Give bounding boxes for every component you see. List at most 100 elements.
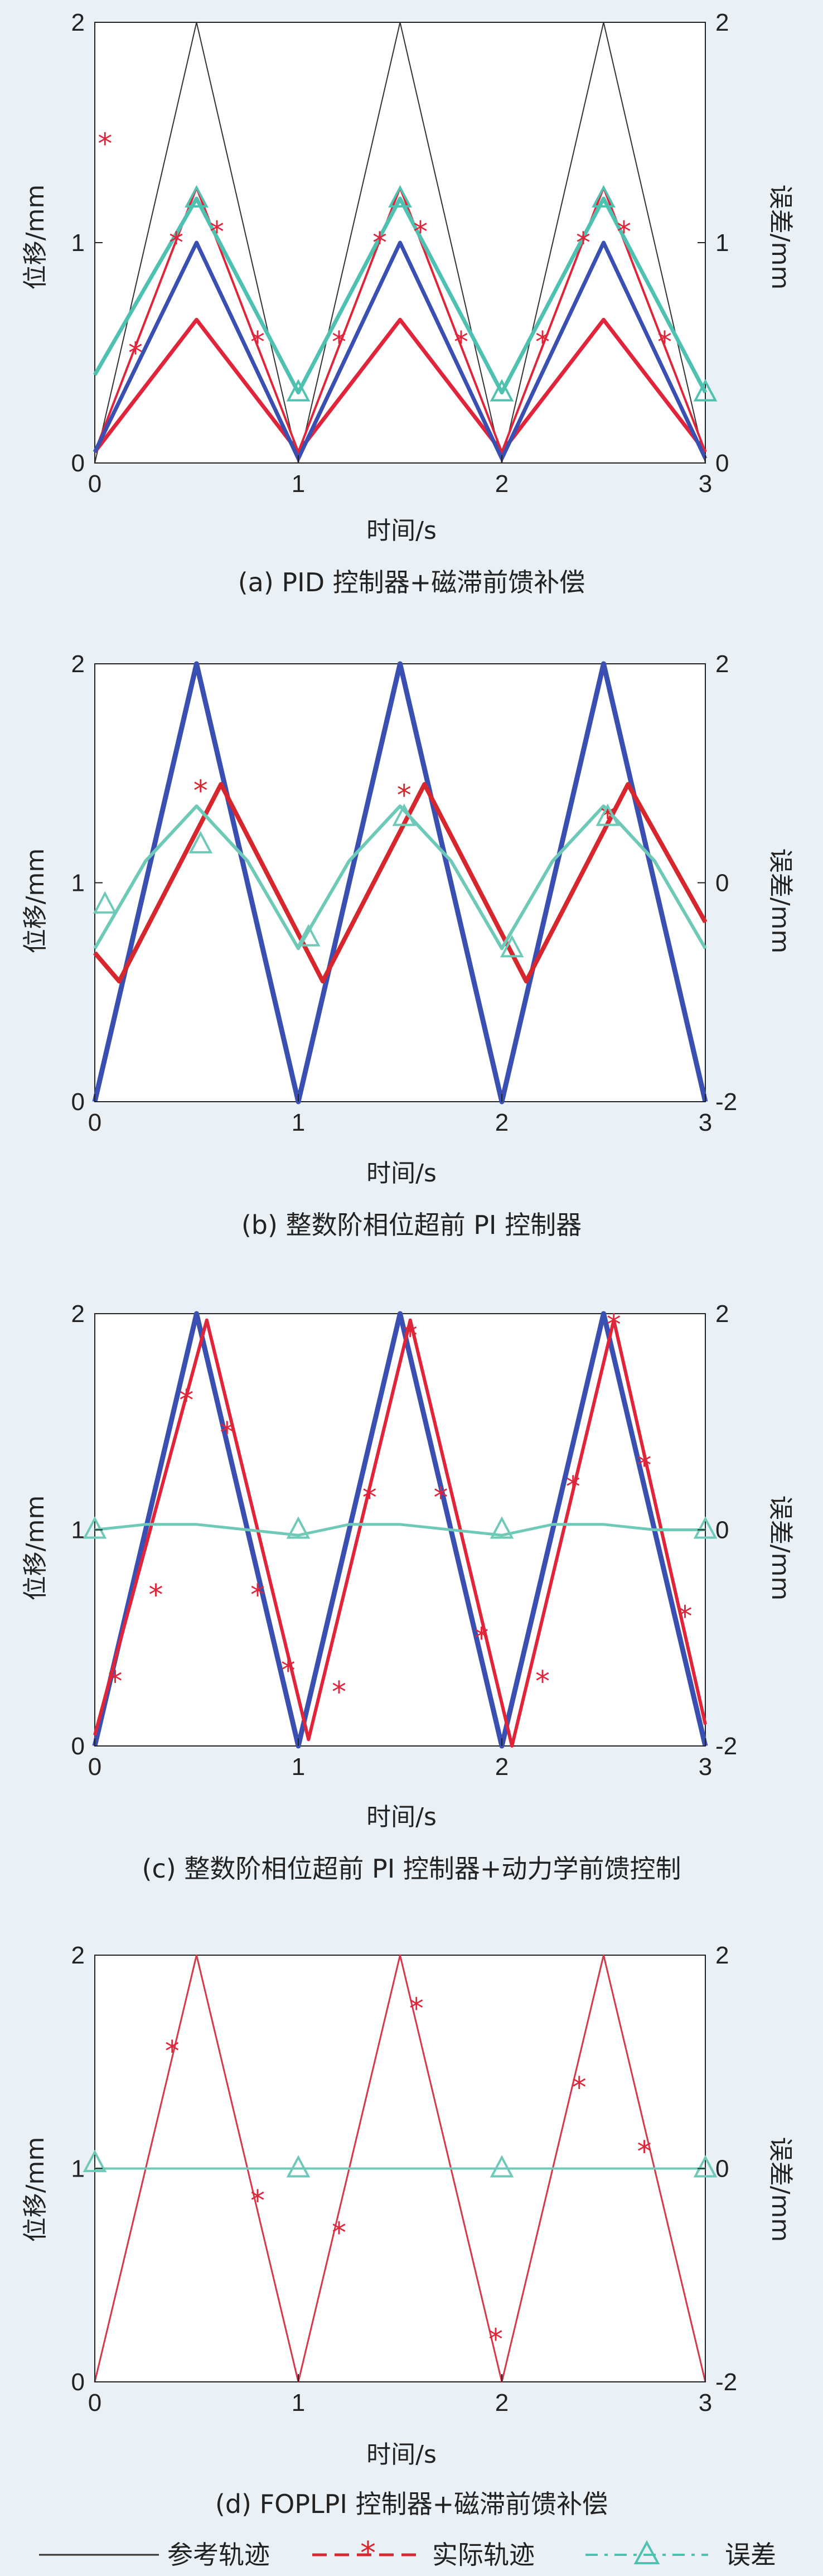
panel-a-marker-triangle [693,379,718,402]
xlabel-c: 时间/s [366,1803,437,1831]
y2label-d: 误差/mm [766,2137,795,2242]
y2label-c: 误差/mm [766,1496,795,1601]
panel-c-xtick-label: 1 [292,1753,305,1781]
ylabel-a: 位移/mm [21,185,50,290]
y2label-b: 误差/mm [766,848,795,954]
legend-item-ref: 参考轨迹 [39,2540,270,2570]
panel-a-xtick-label: 1 [292,470,305,498]
panel-b-marker-star: * [193,775,208,808]
panel-d-xtick-label: 3 [699,2389,712,2416]
panel-c-marker-star: * [362,1481,377,1514]
panel-c-marker-star: * [332,1676,346,1709]
panel-a-marker-star: * [98,127,112,161]
panel-a-xtick-label: 0 [88,470,101,498]
panel-a-marker-triangle [592,185,616,208]
panel-d-xtick-label: 2 [495,2389,509,2416]
panel-d: 时间/s 位移/mm 误差/mm (d) FOPLPI 控制器+磁滞前馈补偿 *… [21,1942,795,2519]
panel-a-xtick-label: 2 [495,470,509,498]
panel-a-xtick-label: 3 [699,470,712,498]
panel-b-marker-triangle [500,934,524,958]
panel-d-y2tick-label: 2 [715,1942,729,1969]
caption-d: (d) FOPLPI 控制器+磁滞前馈补偿 [215,2489,608,2519]
panel-b-y2tick-label: -2 [715,1088,737,1116]
xlabel-d: 时间/s [366,2440,437,2469]
panel-d-ytick-label: 1 [71,2155,85,2183]
panel-a-marker-star: * [576,226,590,260]
caption-c: (c) 整数阶相位超前 PI 控制器+动力学前馈控制 [142,1854,681,1884]
panel-c-series-act [93,1318,707,1748]
panel-a-marker-star: * [454,326,468,359]
panel-a-y2tick-label: 1 [715,229,729,257]
panel-a-marker-star: * [250,326,265,359]
panel-c-marker-star: * [149,1579,163,1612]
panel-a-marker-triangle [490,379,514,402]
panel-a-marker-star: * [169,226,183,260]
caption-a: (a) PID 控制器+磁滞前馈补偿 [238,567,585,597]
panel-a-marker-star: * [535,326,550,359]
panel-a-marker-star: * [617,215,631,249]
panel-a-y2tick-label: 0 [715,450,729,477]
panel-d-marker-star: * [250,2184,265,2218]
ylabel-c: 位移/mm [21,1496,50,1601]
panel-a-marker-star: * [657,326,672,359]
panel-c-y2tick-label: 0 [715,1517,729,1544]
panel-a-marker-triangle [388,185,412,208]
panel-c-marker-star: * [434,1481,448,1514]
panel-d-marker-star: * [165,2035,180,2068]
panel-c: 时间/s 位移/mm 误差/mm (c) 整数阶相位超前 PI 控制器+动力学前… [21,1300,795,1884]
legend-item-act: * 实际轨迹 [312,2535,535,2572]
panel-d-series-act [94,1954,706,2383]
ylabel-d: 位移/mm [21,2137,50,2242]
panel-a-y2tick-label: 2 [715,9,729,36]
panel-b-plot-area [94,663,706,1102]
panel-b-xtick-label: 2 [495,1109,509,1136]
panel-c-marker-triangle [83,1516,107,1539]
legend-label-ref: 参考轨迹 [167,2540,270,2570]
panel-d-marker-star: * [637,2135,652,2169]
panel-b-marker-triangle [93,891,117,914]
panel-b-xtick-label: 1 [292,1109,305,1136]
panel-c-xtick-label: 2 [495,1753,509,1781]
panel-c-marker-star: * [220,1416,234,1450]
panel-b-y2tick-label: 2 [715,650,729,678]
panel-c-xtick-label: 3 [699,1753,712,1781]
panel-a-marker-star: * [210,215,224,249]
panel-d-xtick-label: 0 [88,2389,101,2416]
panel-d-marker-triangle [83,2149,107,2172]
caption-b: (b) 整数阶相位超前 PI 控制器 [241,1210,582,1240]
panel-d-marker-star: * [409,1993,424,2026]
panel-a-series-blue [93,240,708,461]
panel-c-marker-star: * [678,1600,693,1634]
panel-a-ytick-label: 1 [71,229,85,257]
panel-a-series-act_lo [93,317,707,454]
panel-c-marker-triangle [693,1516,718,1539]
panel-a-series-ref [94,22,706,464]
panel-d-xtick-label: 1 [292,2389,305,2416]
panel-b-series-ref [92,661,708,1104]
panel-d-marker-triangle [286,2155,311,2178]
panel-a-marker-triangle [185,185,209,208]
panel-c-marker-triangle [490,1516,514,1539]
panel-d-marker-triangle [490,2155,514,2178]
panel-c-ytick-label: 1 [71,1517,85,1544]
panel-b-ytick-label: 0 [71,1088,85,1116]
panel-d-marker-star: * [332,2216,346,2250]
panel-d-y2tick-label: -2 [715,2368,737,2396]
panel-b-marker-triangle [188,831,213,853]
panel-c-ytick-label: 2 [71,1300,85,1328]
panel-a: 时间/s 位移/mm 误差/mm (a) PID 控制器+磁滞前馈补偿 * * * *… [21,9,795,597]
panel-b-series-err [93,804,707,951]
panel-c-marker-star: * [250,1579,265,1612]
panel-b-marker-triangle [296,924,321,947]
panel-c-series-ref [92,1311,708,1749]
legend: 参考轨迹 * 实际轨迹 误差 [39,2535,776,2572]
panel-c-series-err [94,1523,705,1537]
panel-d-ytick-label: 0 [71,2368,85,2396]
legend-label-err: 误差 [725,2540,776,2570]
legend-item-err: 误差 [585,2540,776,2570]
panel-c-plot-area [94,1313,706,1747]
panel-c-marker-star: * [535,1665,550,1699]
panel-c-marker-star: * [637,1449,652,1482]
panel-a-marker-star: * [128,337,143,370]
